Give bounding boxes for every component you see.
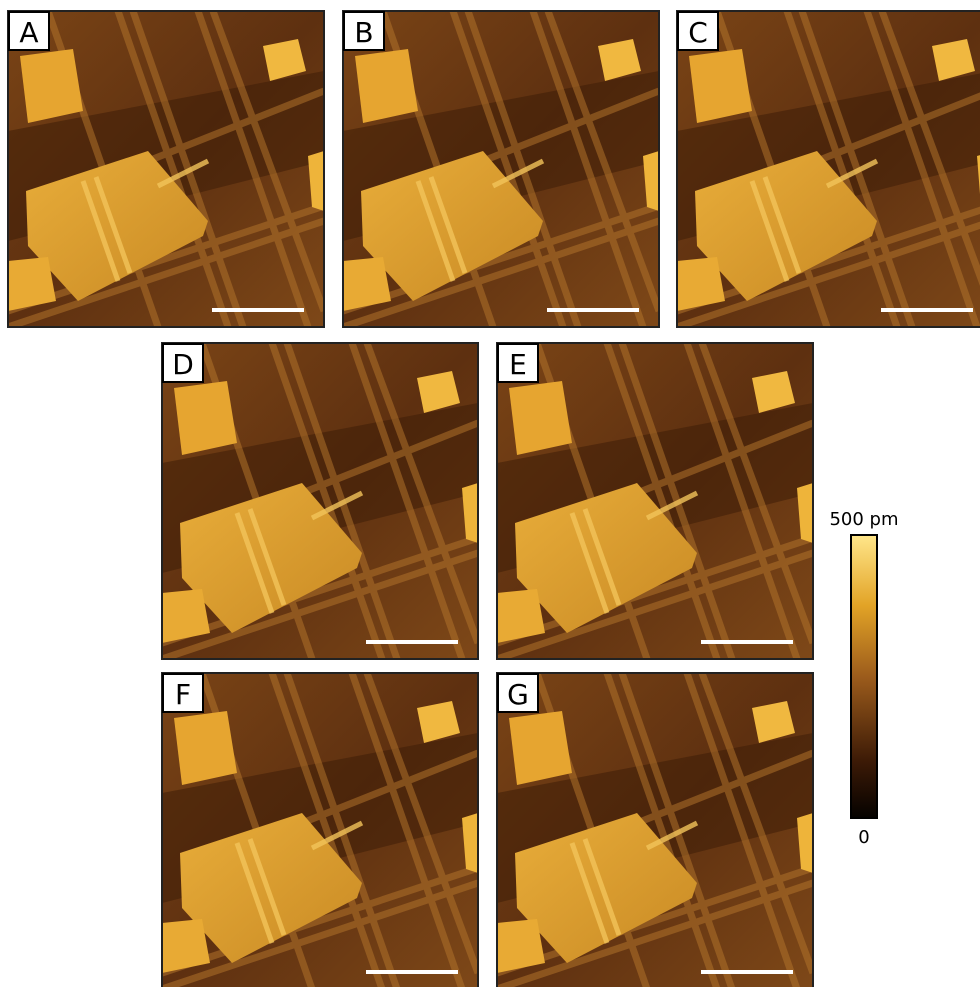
figure: A B C D E F G 500 pm 0 [0,0,980,987]
panel-label: B [354,16,373,49]
colorbar-min: 0 [858,827,869,848]
panel-label: C [688,16,708,49]
afm-panel: A [8,11,324,327]
panel-label: G [507,678,529,711]
afm-image [677,11,980,327]
afm-panel: B [343,11,659,327]
afm-panel: E [497,343,813,659]
afm-panel: D [162,343,478,659]
afm-panel: G [497,673,813,987]
afm-image [162,673,478,987]
afm-panel: F [162,673,478,987]
afm-panel: C [677,11,980,327]
panel-label: F [175,678,191,711]
panel-label: A [19,16,38,49]
afm-image [162,343,478,659]
afm-image [8,11,324,327]
afm-image [497,673,813,987]
afm-image [343,11,659,327]
panel-label: D [172,348,194,381]
colorbar [851,535,877,818]
panel-label: E [509,348,527,381]
panels: A B C D E F G [8,11,980,987]
colorbar-max: 500 pm [829,509,898,530]
afm-image [497,343,813,659]
